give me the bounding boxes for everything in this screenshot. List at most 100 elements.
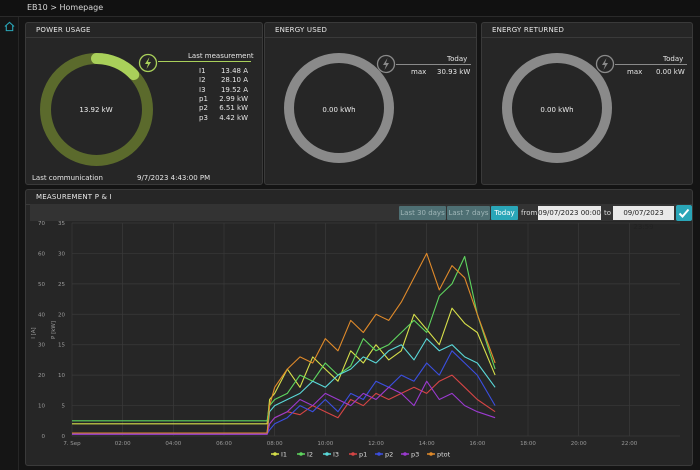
measurement-value: 28.10 A [220, 76, 248, 85]
y-right-axis-label: P [kW] [51, 321, 57, 339]
today-button[interactable]: Today [491, 206, 518, 220]
x-tick-label: 14:00 [419, 441, 435, 447]
y-left-tick-label: 10 [38, 404, 45, 410]
series-line-i2 [72, 255, 496, 422]
filter-bar [30, 204, 690, 221]
legend-marker [403, 452, 407, 456]
x-tick-label: 18:00 [520, 441, 536, 447]
card-title: ENERGY USED [275, 26, 328, 34]
energy-used-ring [284, 53, 394, 163]
y-left-tick-label: 0 [42, 434, 46, 440]
apply-button[interactable] [676, 205, 692, 221]
energy-returned-ring-track [502, 53, 612, 163]
energy-used-center-value: 0.00 kWh [322, 106, 356, 114]
legend-label: I2 [307, 451, 313, 459]
from-date-input[interactable]: 09/07/2023 00:00 [538, 206, 601, 220]
legend-marker [325, 452, 329, 456]
y-right-tick-label: 20 [58, 312, 65, 318]
last-7-days-button[interactable]: Last 7 days [447, 206, 490, 220]
energy-returned-period: Today [663, 55, 684, 63]
last-communication-label: Last communication [32, 174, 103, 182]
x-tick-label: 08:00 [267, 441, 283, 447]
energy-used-card: ENERGY USED 0.00 kWh Today max 30.93 kW [264, 22, 477, 185]
measurement-value: 19.52 A [220, 85, 248, 94]
y-left-tick-label: 70 [38, 221, 45, 227]
bolt-icon [138, 53, 158, 73]
legend-label: ptot [437, 451, 451, 459]
series-line-p3 [72, 380, 496, 435]
legend-marker [377, 452, 381, 456]
home-icon[interactable] [4, 21, 15, 32]
measurement-label: I1 [199, 67, 206, 75]
energy-used-ring-track [284, 53, 394, 163]
breadcrumb: EB10 > Homepage [27, 3, 104, 12]
x-tick-label: 20:00 [571, 441, 587, 447]
energy-returned-max-label: max [627, 68, 643, 76]
checkmark-icon [678, 208, 690, 218]
x-tick-label: 16:00 [469, 441, 485, 447]
to-label: to [604, 209, 612, 217]
y-right-tick-label: 35 [58, 221, 65, 227]
bolt-icon [595, 54, 615, 74]
energy-returned-max-value: 0.00 kW [656, 68, 685, 76]
x-tick-label: 06:00 [216, 441, 232, 447]
y-right-tick-label: 5 [62, 404, 66, 410]
series-line-i1 [72, 307, 496, 425]
bolt-icon [376, 54, 396, 74]
last-measurement-label: Last measurement [188, 52, 254, 60]
y-left-tick-label: 20 [38, 373, 45, 379]
y-left-axis-label: I [A] [31, 327, 37, 338]
y-right-tick-label: 30 [58, 251, 65, 257]
top-bar: EB10 > Homepage [0, 0, 700, 17]
left-rail [0, 17, 19, 470]
power-ring [40, 53, 153, 166]
power-center-value: 13.92 kW [79, 106, 113, 114]
series-line-p2 [72, 350, 496, 435]
measurement-label: I3 [199, 85, 206, 94]
measurement-label: I2 [199, 76, 206, 85]
measurement-label: p3 [199, 113, 208, 122]
card-title: POWER USAGE [36, 26, 91, 34]
x-tick-label: 10:00 [317, 441, 333, 447]
x-tick-label: 04:00 [165, 441, 181, 447]
from-label: from [521, 209, 538, 217]
last-30-days-button[interactable]: Last 30 days [399, 206, 446, 220]
power-ring-fill [40, 53, 153, 166]
y-right-tick-label: 15 [58, 343, 65, 349]
legend-marker [273, 452, 277, 456]
series-line-ptot [72, 252, 496, 434]
energy-returned-card: ENERGY RETURNED 0.00 kWh Today max 0.00 … [481, 22, 693, 185]
energy-returned-center-value: 0.00 kWh [540, 106, 574, 114]
x-tick-label: 12:00 [368, 441, 384, 447]
x-tick-label: 02:00 [115, 441, 131, 447]
measurement-card: MEASUREMENT P & I Last 30 days Last 7 da… [25, 189, 693, 466]
y-left-tick-label: 50 [38, 282, 45, 288]
x-tick-label: 22:00 [621, 441, 637, 447]
legend-label: p3 [411, 451, 419, 459]
legend-label: I3 [333, 451, 339, 459]
legend-label: p1 [359, 451, 367, 459]
measurement-value: 2.99 kW [219, 94, 248, 103]
x-tick-label: 7. Sep [63, 441, 81, 447]
measurement-chart: 0 10 20 30 40 50 60 70 0 5 10 15 20 25 30 35 7. Sep 02:00… [31, 221, 680, 459]
legend-marker [299, 452, 303, 456]
series-line-p1 [72, 374, 496, 435]
card-title: MEASUREMENT P & I [36, 193, 112, 201]
measurement-value: 13.48 A [220, 67, 248, 75]
measurement-label: p2 [199, 104, 208, 113]
card-title: ENERGY RETURNED [492, 26, 565, 34]
to-date-input[interactable]: 09/07/2023 23:59 [613, 206, 674, 231]
legend-label: p2 [385, 451, 393, 459]
power-usage-card: POWER USAGE 13.92 kW Last measurement I1… [25, 22, 263, 185]
series-line-i3 [72, 338, 496, 434]
y-left-tick-label: 40 [38, 312, 45, 318]
energy-returned-ring [502, 53, 612, 163]
legend-marker [429, 452, 433, 456]
measurement-value: 4.42 kW [219, 113, 248, 122]
measurement-value: 6.51 kW [219, 104, 248, 113]
y-right-tick-label: 0 [62, 434, 66, 440]
legend-label: I1 [281, 451, 287, 459]
y-left-tick-label: 30 [38, 343, 45, 349]
y-left-tick-label: 60 [38, 251, 45, 257]
energy-used-max-label: max [411, 68, 427, 76]
